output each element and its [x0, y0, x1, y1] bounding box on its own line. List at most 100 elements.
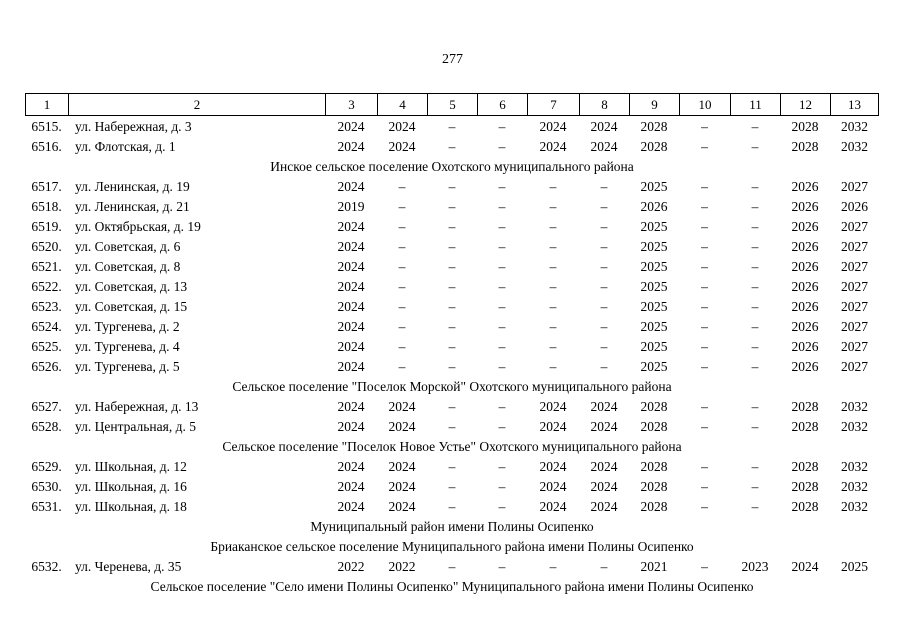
- row-number-cell: 6520.: [31, 239, 62, 254]
- year-cell: –: [701, 219, 708, 234]
- year-cell: –: [498, 239, 506, 254]
- year-cell: –: [701, 479, 708, 494]
- year-cell: 2024: [539, 479, 567, 494]
- year-cell: –: [751, 339, 759, 354]
- year-cell: 2024: [337, 459, 365, 474]
- address-cell: ул. Центральная, д. 5: [75, 419, 196, 434]
- table-row: 6528. ул. Центральная, д. 5 2024 2024 – – 2024…: [25, 417, 879, 437]
- year-cell: 2025: [640, 239, 668, 254]
- row-number-cell: 6527.: [31, 399, 62, 414]
- year-cell: –: [448, 479, 456, 494]
- year-cell: 2026: [791, 179, 819, 194]
- year-cell: –: [398, 359, 406, 374]
- year-cell: –: [448, 179, 456, 194]
- year-cell: 2025: [640, 279, 668, 294]
- address-cell: ул. Тургенева, д. 5: [75, 359, 180, 374]
- year-cell: 2024: [388, 139, 416, 154]
- year-cell: –: [701, 459, 708, 474]
- year-cell: 2024: [337, 279, 365, 294]
- repair-program-table: 1 2 3 4 5 6 7 8 9 10 11 12 13 6515. ул. Набережная, д…: [25, 93, 879, 597]
- year-cell: –: [701, 319, 708, 334]
- year-cell: 2024: [539, 499, 567, 514]
- table-row: 6525. ул. Тургенева, д. 4 2024 – – – – – 2025 – – 2…: [25, 337, 879, 357]
- address-cell: ул. Набережная, д. 3: [75, 119, 192, 134]
- year-cell: –: [549, 259, 557, 274]
- year-cell: 2032: [841, 119, 868, 134]
- year-cell: 2024: [539, 459, 567, 474]
- year-cell: 2025: [640, 319, 668, 334]
- year-cell: 2027: [841, 279, 868, 294]
- year-cell: –: [398, 179, 406, 194]
- row-number-cell: 6518.: [31, 199, 62, 214]
- year-cell: 2024: [590, 119, 618, 134]
- year-cell: –: [549, 239, 557, 254]
- year-cell: –: [751, 499, 759, 514]
- year-cell: 2032: [841, 479, 868, 494]
- year-cell: 2024: [590, 399, 618, 414]
- row-number-cell: 6530.: [31, 479, 62, 494]
- column-header-9: 9: [630, 94, 680, 115]
- year-cell: 2032: [841, 499, 868, 514]
- column-header-12: 12: [781, 94, 831, 115]
- year-cell: –: [751, 139, 759, 154]
- year-cell: –: [448, 359, 456, 374]
- year-cell: –: [498, 359, 506, 374]
- table-row: 6517. ул. Ленинская, д. 19 2024 – – – – – 2025 – –…: [25, 177, 879, 197]
- year-cell: 2024: [337, 119, 365, 134]
- year-cell: –: [701, 179, 708, 194]
- year-cell: 2027: [841, 299, 868, 314]
- table-row: 6516. ул. Флотская, д. 1 2024 2024 – – 2024 202…: [25, 137, 879, 157]
- table-row: 6521. ул. Советская, д. 8 2024 – – – – – 2025 – – 2…: [25, 257, 879, 277]
- year-cell: 2024: [539, 119, 567, 134]
- year-cell: –: [448, 219, 456, 234]
- column-header-6: 6: [478, 94, 528, 115]
- year-cell: –: [600, 219, 608, 234]
- year-cell: 2024: [337, 259, 365, 274]
- year-cell: 2025: [841, 559, 868, 574]
- year-cell: 2026: [791, 299, 819, 314]
- year-cell: 2028: [640, 139, 668, 154]
- table-header-row: 1 2 3 4 5 6 7 8 9 10 11 12 13: [25, 93, 879, 116]
- year-cell: –: [498, 199, 506, 214]
- year-cell: 2025: [640, 359, 668, 374]
- address-cell: ул. Тургенева, д. 2: [75, 319, 180, 334]
- year-cell: 2024: [590, 419, 618, 434]
- row-number-cell: 6524.: [31, 319, 62, 334]
- year-cell: –: [398, 319, 406, 334]
- year-cell: 2027: [841, 339, 868, 354]
- year-cell: –: [701, 499, 708, 514]
- year-cell: 2028: [791, 139, 819, 154]
- year-cell: 2024: [539, 399, 567, 414]
- year-cell: –: [751, 279, 759, 294]
- section-header-row: Муниципальный район имени Полины Осипенк…: [310, 519, 594, 534]
- year-cell: 2028: [640, 499, 668, 514]
- year-cell: –: [549, 199, 557, 214]
- year-cell: –: [448, 279, 456, 294]
- year-cell: 2028: [640, 459, 668, 474]
- year-cell: 2024: [388, 119, 416, 134]
- year-cell: 2024: [337, 179, 365, 194]
- column-header-13: 13: [848, 97, 861, 112]
- year-cell: –: [448, 199, 456, 214]
- year-cell: 2026: [791, 279, 819, 294]
- address-cell: ул. Школьная, д. 18: [75, 499, 187, 514]
- table-row: 6522. ул. Советская, д. 13 2024 – – – – – 2025 – –…: [25, 277, 879, 297]
- year-cell: 2032: [841, 459, 868, 474]
- year-cell: –: [751, 299, 759, 314]
- year-cell: 2028: [640, 419, 668, 434]
- year-cell: 2027: [841, 319, 868, 334]
- year-cell: 2026: [791, 259, 819, 274]
- year-cell: –: [600, 239, 608, 254]
- year-cell: 2028: [791, 119, 819, 134]
- year-cell: –: [600, 319, 608, 334]
- year-cell: –: [751, 399, 759, 414]
- address-cell: ул. Школьная, д. 16: [75, 479, 187, 494]
- year-cell: 2024: [337, 239, 365, 254]
- year-cell: –: [498, 299, 506, 314]
- year-cell: –: [448, 259, 456, 274]
- year-cell: 2028: [791, 419, 819, 434]
- year-cell: –: [600, 179, 608, 194]
- column-header-8: 8: [580, 94, 630, 115]
- year-cell: –: [398, 299, 406, 314]
- year-cell: –: [498, 419, 506, 434]
